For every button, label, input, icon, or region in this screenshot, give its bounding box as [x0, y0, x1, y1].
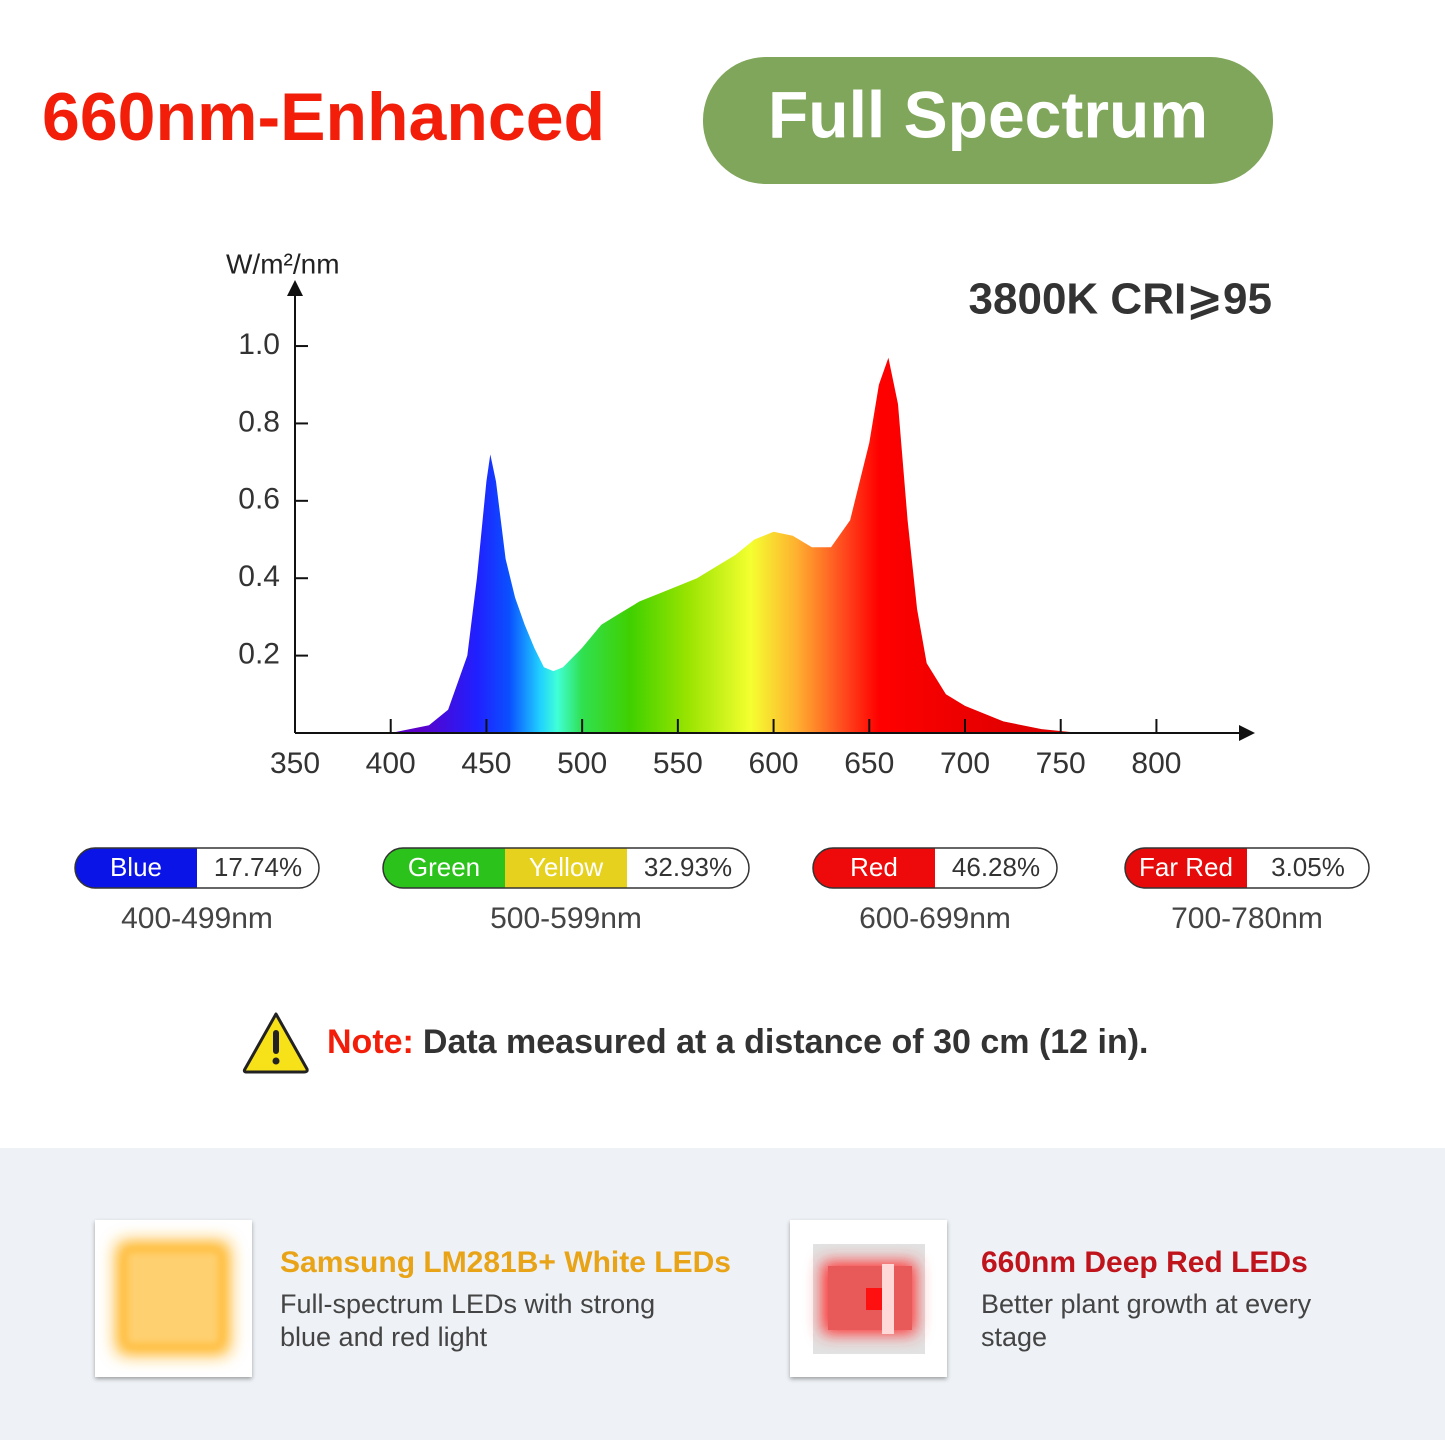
pill-color: [505, 848, 627, 888]
pill-border: [74, 847, 320, 889]
annotation: 3800K CRI⩾95: [969, 275, 1272, 324]
pill: [75, 848, 197, 888]
feature-text: Full-spectrum LEDs with strong: [280, 1289, 655, 1319]
x-tick-label: 700: [940, 747, 990, 780]
pill-border: [382, 847, 750, 889]
led-icon-white: [95, 1220, 252, 1377]
x-tick-label: 350: [270, 747, 320, 780]
feature-text: Better plant growth at every: [981, 1289, 1312, 1319]
band-name: Yellow: [529, 852, 603, 882]
band-share: 17.74%: [214, 852, 302, 882]
band-share: 46.28%: [952, 852, 1040, 882]
x-tick-label: 450: [461, 747, 511, 780]
features: Samsung LM281B+ White LEDs Full-spectrum …: [280, 1246, 1312, 1352]
pill-color: [383, 848, 505, 888]
pill: [813, 848, 935, 888]
note: Note: Data measured at a distance of 30 c…: [327, 1023, 1149, 1061]
x-tick-label: 600: [749, 747, 799, 780]
title: 660nm-Enhanced: [42, 79, 605, 155]
note-label: Note:: [327, 1023, 414, 1061]
y-tick-label: 0.6: [238, 483, 280, 516]
pill-color: [1125, 848, 1247, 888]
pill: [383, 848, 627, 888]
feature-text: blue and red light: [280, 1322, 488, 1352]
badge-bg: [703, 57, 1273, 184]
y-tick-label: 1.0: [238, 328, 280, 361]
plot: 0.2 0.4 0.6 0.8 1.0 350 400 450 500 550 600 650 700 7…: [238, 280, 1255, 780]
x-tick-label: 550: [653, 747, 703, 780]
y-tick-label: 0.4: [238, 560, 280, 593]
badge: Full Spectrum: [768, 77, 1208, 151]
x-tick-label: 650: [844, 747, 894, 780]
pill-color: [813, 848, 935, 888]
pill-border: [1124, 847, 1370, 889]
spectrum-area: [390, 357, 1080, 733]
warning-icon: [242, 1012, 309, 1074]
pill-color: [75, 848, 197, 888]
band-range: 500-599nm: [490, 902, 642, 935]
led-icon-red: [790, 1220, 947, 1377]
note-text: Data measured at a distance of 30 cm (12…: [423, 1023, 1149, 1061]
feature-title: Samsung LM281B+ White LEDs: [280, 1246, 731, 1279]
x-tick-label: 400: [366, 747, 416, 780]
x-tick-label: 500: [557, 747, 607, 780]
pill: [1125, 848, 1247, 888]
band-share: 32.93%: [644, 852, 732, 882]
band-range: 400-499nm: [121, 902, 273, 935]
pill-border: [812, 847, 1058, 889]
legend: Blue 17.74% 400-499nm Green Yellow 32.93%500-…: [74, 847, 1370, 935]
band-share: 3.05%: [1271, 852, 1345, 882]
x-tick-label: 750: [1036, 747, 1086, 780]
y-axis-label: W/m²/nm: [226, 248, 340, 279]
band-name: Far Red: [1139, 852, 1233, 882]
band-name: Blue: [110, 852, 162, 882]
y-tick-label: 0.2: [238, 638, 280, 671]
feature-title: 660nm Deep Red LEDs: [981, 1246, 1308, 1279]
band-name: Red: [850, 852, 898, 882]
band-name: Green: [408, 852, 480, 882]
y-tick-label: 0.8: [238, 405, 280, 438]
band-range: 600-699nm: [859, 902, 1011, 935]
x-tick-label: 800: [1131, 747, 1181, 780]
band-range: 700-780nm: [1171, 902, 1323, 935]
feature-text: stage: [981, 1322, 1047, 1352]
